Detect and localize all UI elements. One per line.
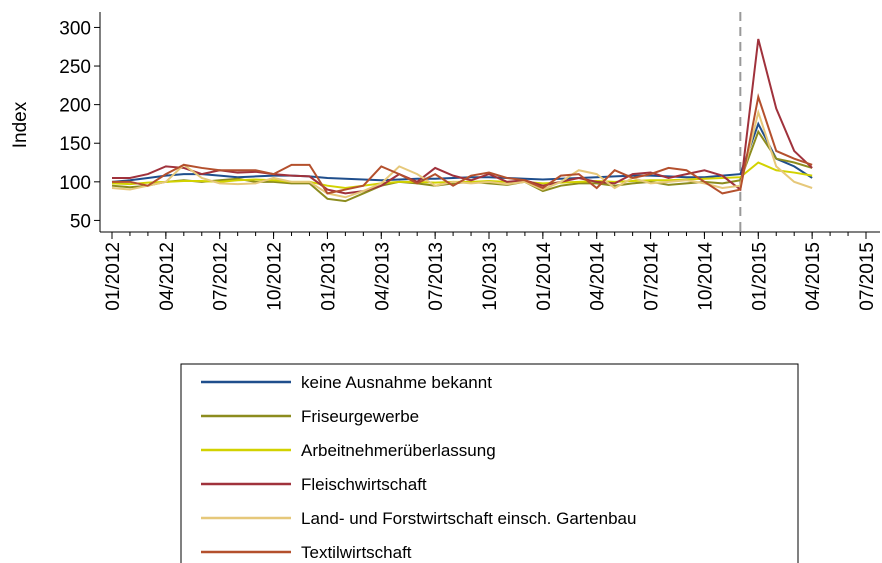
x-tick-label: 07/2012 xyxy=(211,242,232,311)
y-axis-label: Index xyxy=(10,101,31,148)
series-line xyxy=(111,108,813,199)
y-tick-label: 50 xyxy=(70,211,91,232)
legend-label: Arbeitnehmerüberlassung xyxy=(301,441,496,460)
x-tick-label: 01/2012 xyxy=(103,242,124,311)
x-tick-label: 04/2014 xyxy=(588,242,609,311)
x-tick-label: 01/2015 xyxy=(749,242,770,311)
series-line xyxy=(112,92,813,195)
x-tick-label: 07/2015 xyxy=(857,242,878,311)
series-line xyxy=(111,121,813,183)
x-tick-label: 10/2014 xyxy=(695,242,716,311)
y-tick-label: 200 xyxy=(59,96,91,117)
y-tick-label: 150 xyxy=(59,134,91,155)
y-tick-label: 300 xyxy=(59,18,91,39)
x-tick-label: 01/2013 xyxy=(318,242,339,311)
x-tick-label: 07/2014 xyxy=(642,242,663,311)
x-tick-label: 01/2014 xyxy=(534,242,555,311)
x-tick-label: 10/2013 xyxy=(480,242,501,311)
legend-label: keine Ausnahme bekannt xyxy=(301,373,492,392)
x-tick-label: 07/2013 xyxy=(426,242,447,311)
legend-label: Fleischwirtschaft xyxy=(301,475,427,494)
series-line xyxy=(112,38,813,195)
legend xyxy=(180,363,799,563)
y-tick-label: 250 xyxy=(59,57,91,78)
series-line xyxy=(111,129,813,203)
legend-label: Textilwirtschaft xyxy=(301,543,412,562)
x-tick-label: 10/2012 xyxy=(265,242,286,311)
x-tick-label: 04/2012 xyxy=(157,242,178,311)
x-tick-label: 04/2015 xyxy=(803,242,824,311)
legend-label: Land- und Forstwirtschaft einsch. Garten… xyxy=(301,509,636,528)
y-tick-label: 100 xyxy=(59,173,91,194)
x-tick-label: 04/2013 xyxy=(372,242,393,311)
legend-label: Friseurgewerbe xyxy=(301,407,419,426)
